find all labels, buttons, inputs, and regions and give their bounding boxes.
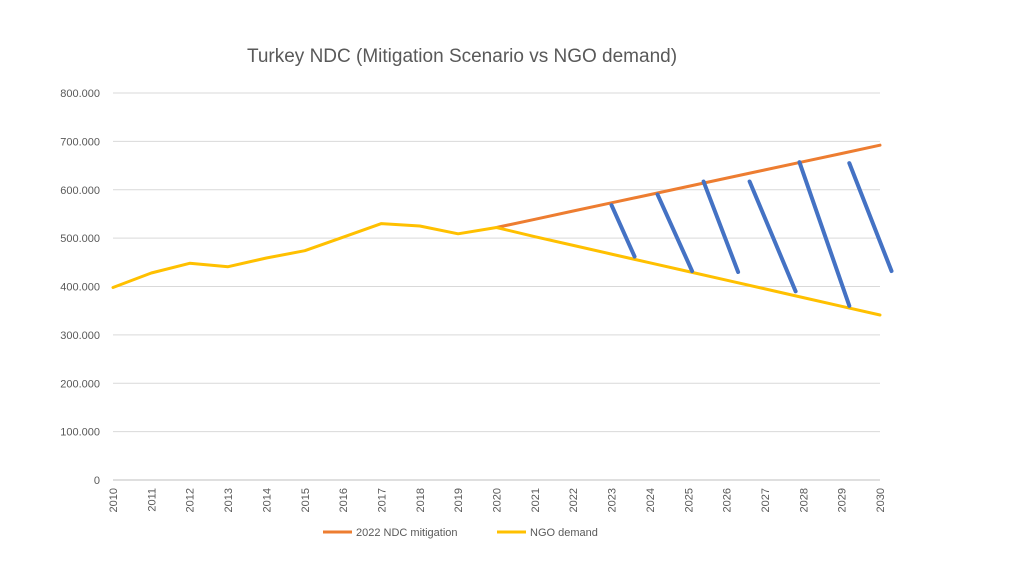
y-tick-label: 400.000 <box>60 282 100 294</box>
y-tick-label: 300.000 <box>60 330 100 342</box>
x-tick-label: 2019 <box>453 488 465 512</box>
x-tick-label: 2015 <box>300 488 312 512</box>
x-tick-label: 2013 <box>223 488 235 512</box>
hatch-line <box>655 192 695 274</box>
x-tick-label: 2020 <box>492 488 504 512</box>
hatch-line <box>847 161 894 274</box>
grid <box>113 92 880 481</box>
chart-title: Turkey NDC (Mitigation Scenario vs NGO d… <box>247 46 677 67</box>
x-tick-label: 2024 <box>645 488 657 512</box>
x-tick-label: 2011 <box>146 488 158 512</box>
y-tick-label: 200.000 <box>60 378 100 390</box>
y-tick-label: 500.000 <box>60 233 100 245</box>
x-tick-label: 2028 <box>798 488 810 512</box>
hatch-line <box>609 203 637 259</box>
x-tick-label: 2014 <box>261 488 273 512</box>
x-tick-label: 2026 <box>722 488 734 512</box>
hatch-line <box>747 179 798 294</box>
x-axis-ticks: 2010 2011 2012 2013 2014 2015 2016 2017 2018 2019… <box>108 488 887 512</box>
x-tick-label: 2030 <box>875 488 887 512</box>
hatch-line <box>797 160 852 308</box>
gap-hatching <box>609 160 894 308</box>
series <box>111 143 882 317</box>
legend: 2022 NDC mitigation NGO demand <box>323 527 598 539</box>
x-tick-label: 2017 <box>376 488 388 512</box>
legend-label: NGO demand <box>530 527 598 539</box>
x-tick-label: 2025 <box>683 488 695 512</box>
x-tick-label: 2027 <box>760 488 772 512</box>
x-tick-label: 2016 <box>338 488 350 512</box>
x-tick-label: 2018 <box>415 488 427 512</box>
x-tick-label: 2022 <box>568 488 580 512</box>
series-line-ndc-mitigation <box>495 143 882 229</box>
y-tick-label: 700.000 <box>60 136 100 148</box>
y-axis-ticks: 0 100.000 200.000 300.000 400.000 500.000 600.… <box>60 88 100 487</box>
x-tick-label: 2021 <box>530 488 542 512</box>
legend-label: 2022 NDC mitigation <box>356 527 458 539</box>
y-tick-label: 0 <box>94 475 100 487</box>
x-tick-label: 2010 <box>108 488 120 512</box>
x-tick-label: 2029 <box>837 488 849 512</box>
hatch-line <box>701 179 741 274</box>
x-tick-label: 2023 <box>607 488 619 512</box>
y-tick-label: 800.000 <box>60 88 100 100</box>
series-line-ngo-demand <box>111 222 882 317</box>
x-tick-label: 2012 <box>185 488 197 512</box>
y-tick-label: 100.000 <box>60 427 100 439</box>
y-tick-label: 600.000 <box>60 185 100 197</box>
